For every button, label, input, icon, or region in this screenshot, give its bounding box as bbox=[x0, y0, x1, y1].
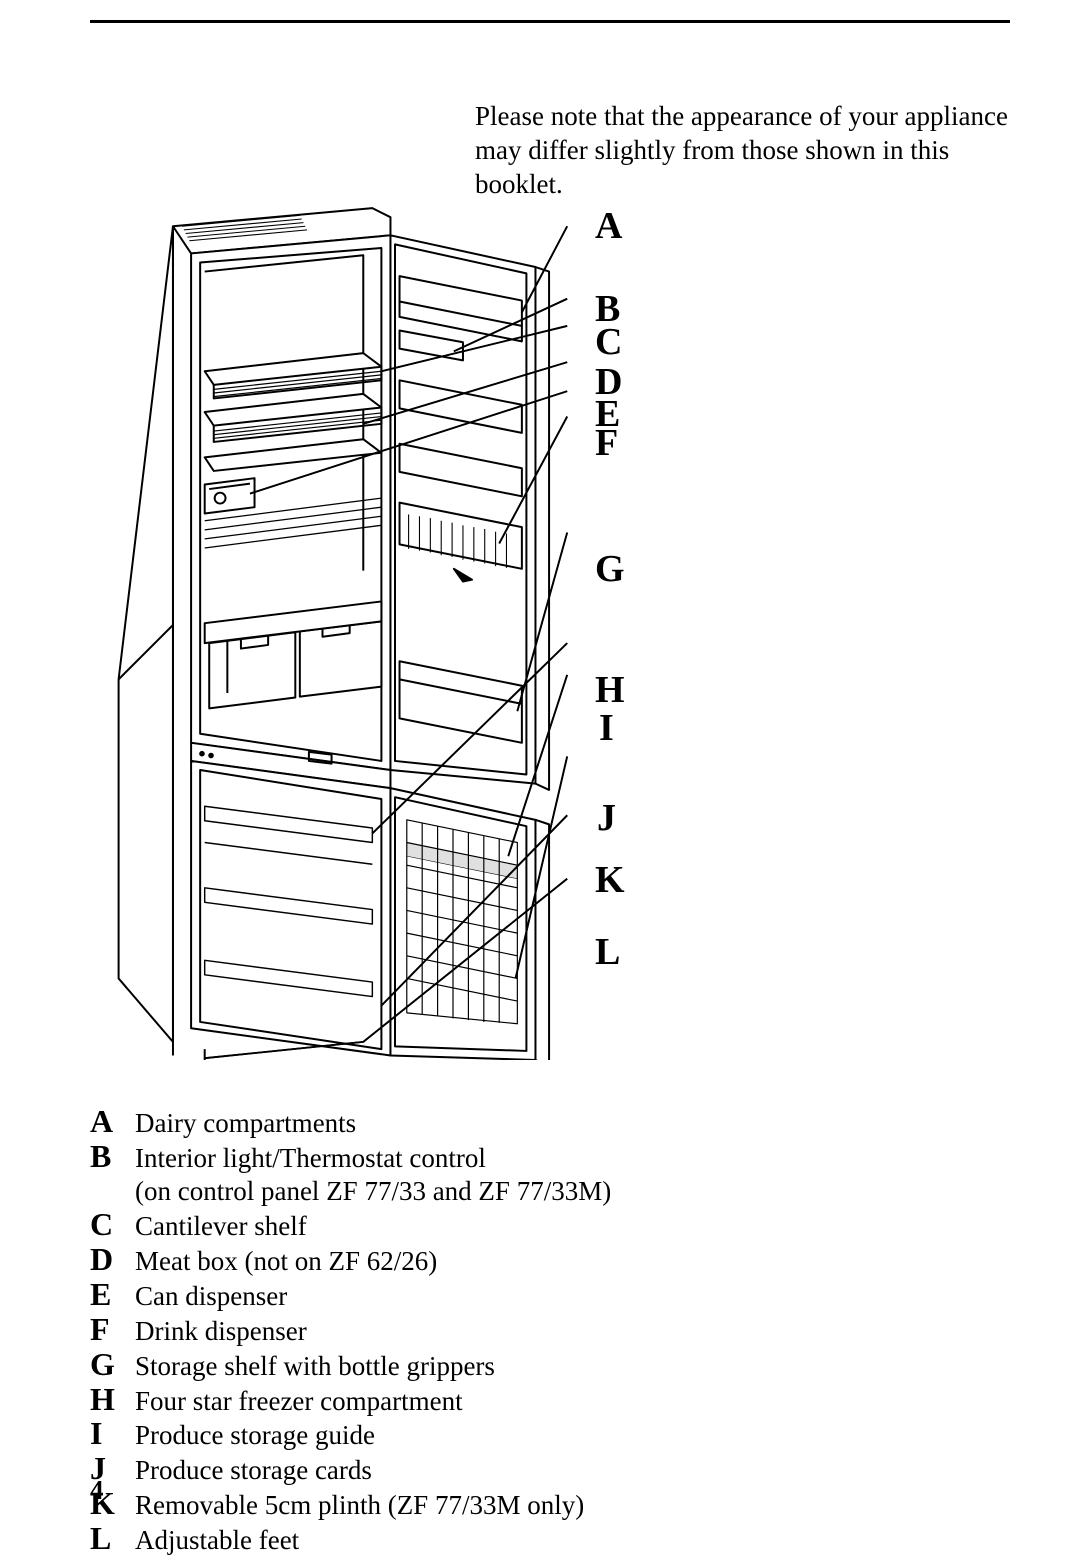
legend-row: E Can dispenser bbox=[90, 1278, 1010, 1313]
legend-letter: I bbox=[90, 1417, 135, 1451]
legend-row: I Produce storage guide bbox=[90, 1417, 1010, 1452]
legend-row: H Four star freezer compartment bbox=[90, 1383, 1010, 1418]
legend-text: Four star freezer compartment bbox=[135, 1383, 463, 1418]
legend-text: Cantilever shelf bbox=[135, 1208, 307, 1243]
legend-row: B Interior light/Thermostat control(on c… bbox=[90, 1140, 1010, 1208]
label-J: J bbox=[597, 796, 616, 840]
legend-text: Drink dispenser bbox=[135, 1313, 307, 1348]
label-F: F bbox=[595, 421, 618, 465]
legend-letter: E bbox=[90, 1278, 135, 1312]
legend-text: Storage shelf with bottle grippers bbox=[135, 1348, 495, 1383]
legend-row: D Meat box (not on ZF 62/26) bbox=[90, 1243, 1010, 1278]
legend-letter: L bbox=[90, 1522, 135, 1556]
legend-letter: D bbox=[90, 1243, 135, 1277]
legend-text: Produce storage guide bbox=[135, 1417, 375, 1452]
legend: A Dairy compartments B Interior light/Th… bbox=[90, 1105, 1010, 1557]
legend-row: F Drink dispenser bbox=[90, 1313, 1010, 1348]
page-number: 4 bbox=[90, 1475, 104, 1506]
label-L: L bbox=[595, 930, 620, 974]
legend-letter: C bbox=[90, 1208, 135, 1242]
legend-row: G Storage shelf with bottle grippers bbox=[90, 1348, 1010, 1383]
legend-text: Can dispenser bbox=[135, 1278, 287, 1313]
legend-text: Meat box (not on ZF 62/26) bbox=[135, 1243, 437, 1278]
legend-letter: H bbox=[90, 1383, 135, 1417]
label-I: I bbox=[599, 706, 614, 750]
legend-row: J Produce storage cards bbox=[90, 1452, 1010, 1487]
label-C: C bbox=[595, 320, 622, 364]
label-G: G bbox=[595, 547, 625, 591]
legend-row: K Removable 5cm plinth (ZF 77/33M only) bbox=[90, 1487, 1010, 1522]
legend-text: Interior light/Thermostat control(on con… bbox=[135, 1140, 611, 1208]
fridge-diagram: A B C D E F G H I J K L bbox=[90, 190, 700, 1060]
legend-text: Produce storage cards bbox=[135, 1452, 372, 1487]
legend-text: Dairy compartments bbox=[135, 1105, 356, 1140]
top-rule bbox=[90, 20, 1010, 23]
legend-letter: G bbox=[90, 1348, 135, 1382]
legend-letter: F bbox=[90, 1313, 135, 1347]
appearance-note: Please note that the appearance of your … bbox=[475, 100, 1010, 201]
legend-row: C Cantilever shelf bbox=[90, 1208, 1010, 1243]
legend-letter: B bbox=[90, 1140, 135, 1174]
legend-letter: A bbox=[90, 1105, 135, 1139]
legend-text: Adjustable feet bbox=[135, 1522, 299, 1557]
legend-text: Removable 5cm plinth (ZF 77/33M only) bbox=[135, 1487, 584, 1522]
label-K: K bbox=[595, 858, 625, 902]
label-A: A bbox=[595, 204, 622, 248]
legend-row: A Dairy compartments bbox=[90, 1105, 1010, 1140]
legend-row: L Adjustable feet bbox=[90, 1522, 1010, 1557]
